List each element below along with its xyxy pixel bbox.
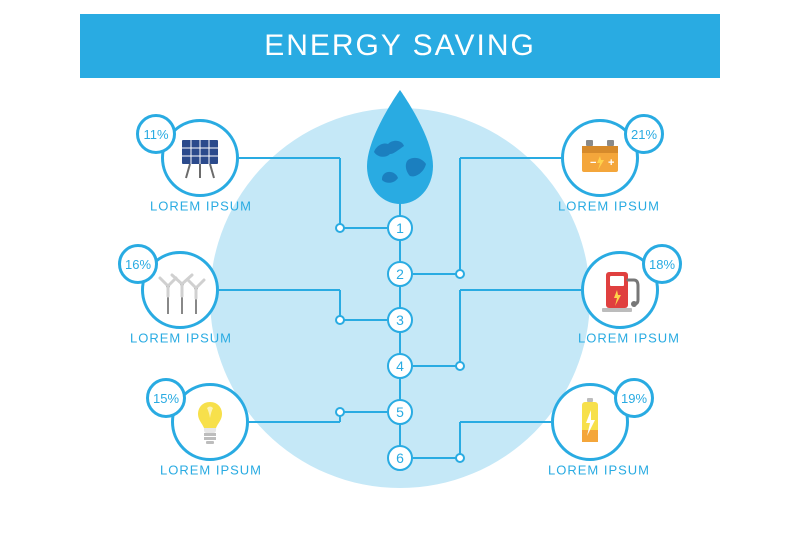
spine-step-1: 1	[387, 215, 413, 241]
header-bar: ENERGY SAVING	[80, 14, 720, 78]
connector-node	[455, 361, 465, 371]
connector-node	[455, 269, 465, 279]
item-label: LOREM IPSUM	[160, 463, 262, 478]
svg-text:−: −	[590, 157, 596, 169]
percent-badge: 15%	[146, 378, 186, 418]
svg-text:+: +	[608, 157, 614, 169]
percent-badge: 19%	[614, 378, 654, 418]
spine-step-6: 6	[387, 445, 413, 471]
water-drop-globe-icon	[355, 88, 445, 213]
percent-badge: 11%	[136, 114, 176, 154]
percent-badge: 21%	[624, 114, 664, 154]
connector-node	[335, 315, 345, 325]
item-label: LOREM IPSUM	[150, 199, 252, 214]
infographic-frame: ENERGY SAVING 1 2 3 4 5 6 11% LOREM IPSUM 16% LOR…	[80, 14, 720, 519]
percent-badge: 16%	[118, 244, 158, 284]
connector-node	[335, 223, 345, 233]
connector-node	[455, 453, 465, 463]
spine-step-5: 5	[387, 399, 413, 425]
spine-step-4: 4	[387, 353, 413, 379]
percent-badge: 18%	[642, 244, 682, 284]
connector-node	[335, 407, 345, 417]
item-label: LOREM IPSUM	[578, 331, 680, 346]
spine-step-2: 2	[387, 261, 413, 287]
item-label: LOREM IPSUM	[558, 199, 660, 214]
item-label: LOREM IPSUM	[130, 331, 232, 346]
item-label: LOREM IPSUM	[548, 463, 650, 478]
spine-step-3: 3	[387, 307, 413, 333]
infographic-body: 1 2 3 4 5 6 11% LOREM IPSUM 16% LOREM IPSUM 15% LOR…	[80, 78, 720, 519]
page-title: ENERGY SAVING	[264, 29, 536, 63]
